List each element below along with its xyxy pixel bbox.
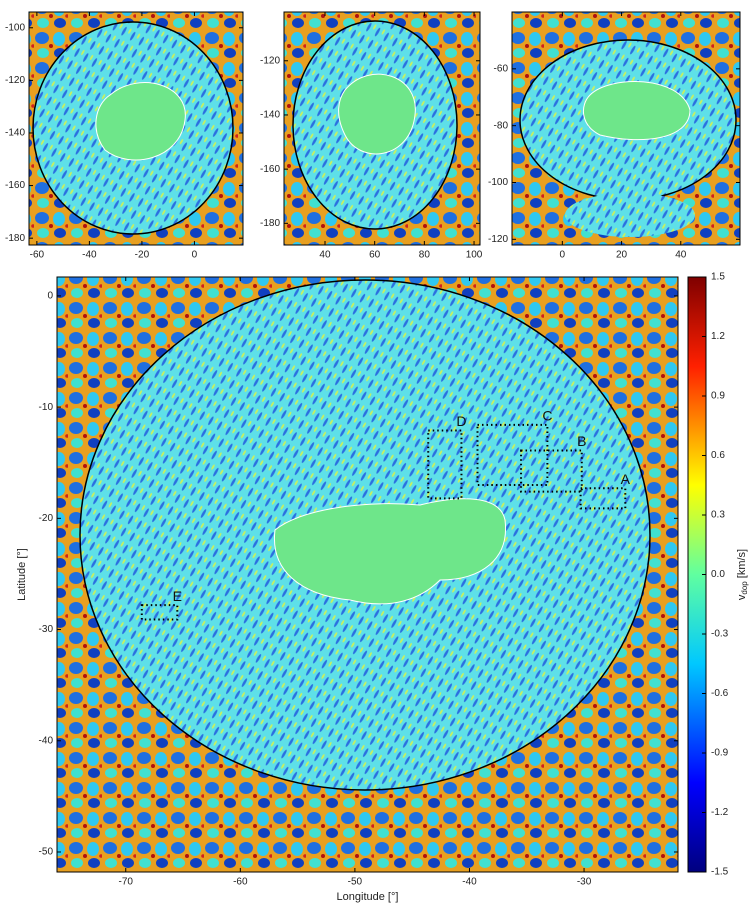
region-box [427, 429, 463, 500]
colorbar-unit: [km/s] [736, 549, 748, 578]
colorbar-tick-label: 1.5 [711, 272, 725, 283]
y-tick-label: -30 [39, 624, 54, 635]
y-tick-label: -180 [260, 218, 280, 229]
region-box [140, 604, 179, 621]
y-tick-label: -20 [39, 513, 54, 524]
colorbar-symbol: v [736, 594, 748, 600]
x-tick-label: 40 [319, 250, 331, 261]
x-axis-label: Longitude [°] [337, 891, 399, 903]
x-tick-label: -60 [30, 250, 45, 261]
y-tick-label: -160 [5, 180, 25, 191]
x-tick-label: 0 [192, 250, 198, 261]
region-box [520, 449, 583, 493]
x-tick-label: -20 [135, 250, 150, 261]
plot-frame [283, 11, 481, 246]
colorbar-subscript: dop [740, 581, 749, 595]
colorbar-tick-label: 0.9 [711, 391, 725, 402]
map-image [29, 12, 740, 872]
region-box [579, 487, 627, 510]
y-tick-label: -120 [260, 55, 280, 66]
y-tick-label: -60 [494, 63, 509, 74]
colorbar-tick-label: -0.3 [711, 629, 729, 640]
plot-frame [511, 11, 741, 246]
region-label: D [456, 413, 466, 429]
y-tick-label: 0 [47, 291, 53, 302]
x-tick-label: -40 [462, 877, 477, 888]
region-label: A [621, 471, 631, 487]
plot-frame [56, 276, 679, 873]
y-tick-label: -140 [5, 128, 25, 139]
x-tick-label: -70 [119, 877, 134, 888]
x-tick-label: -60 [233, 877, 248, 888]
y-tick-label: -160 [260, 164, 280, 175]
y-tick-label: -10 [39, 402, 54, 413]
colorbar-tick-label: 1.2 [711, 331, 725, 342]
x-tick-label: 40 [675, 250, 687, 261]
y-axis-label: Latitude [°] [16, 548, 28, 601]
colorbar-tick-label: 0.0 [711, 569, 725, 580]
x-tick-label: -30 [577, 877, 592, 888]
x-tick-label: 0 [560, 250, 566, 261]
x-tick-label: -50 [348, 877, 363, 888]
y-tick-label: -80 [494, 120, 509, 131]
x-tick-label: 80 [419, 250, 431, 261]
region-label: E [173, 588, 182, 604]
y-tick-label: -40 [39, 735, 54, 746]
y-tick-label: -120 [488, 234, 508, 245]
colorbar-tick-label: 0.6 [711, 450, 725, 461]
y-tick-label: -50 [39, 847, 54, 858]
y-tick-label: -180 [5, 233, 25, 244]
region-label: C [542, 408, 552, 424]
y-tick-label: -140 [260, 110, 280, 121]
x-tick-label: -40 [82, 250, 97, 261]
y-tick-label: -120 [5, 75, 25, 86]
y-tick-label: -100 [488, 177, 508, 188]
x-tick-label: 20 [616, 250, 628, 261]
colorbar-tick-label: -1.5 [711, 867, 729, 878]
colorbar-label: vdop [km/s] [736, 549, 749, 600]
colorbar-tick-label: -0.9 [711, 748, 729, 759]
colorbar-tick-label: -1.2 [711, 807, 729, 818]
plot-frame [28, 11, 244, 246]
region-label: B [577, 433, 586, 449]
x-tick-label: 60 [369, 250, 381, 261]
y-tick-label: -100 [5, 22, 25, 33]
region-box [476, 423, 549, 486]
x-tick-label: 100 [466, 250, 483, 261]
colorbar-tick-label: -0.6 [711, 688, 729, 699]
colorbar-tick-label: 0.3 [711, 510, 725, 521]
